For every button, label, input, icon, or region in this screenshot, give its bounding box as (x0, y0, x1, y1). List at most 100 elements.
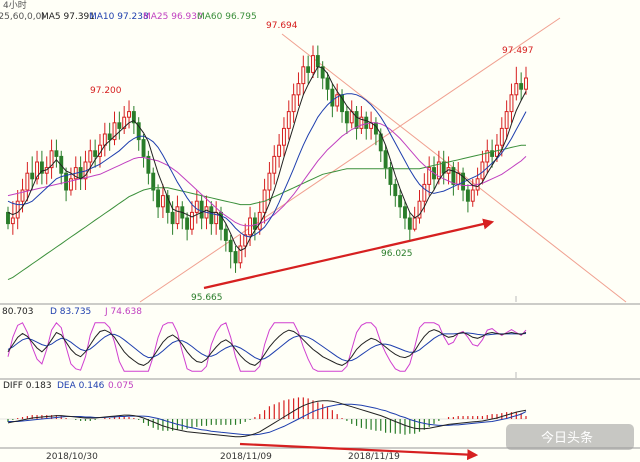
candle-body (277, 144, 282, 157)
candle-body (20, 189, 25, 202)
candle-body (509, 94, 514, 113)
x-date-2: 2018/11/09 (220, 452, 272, 462)
candle-body (35, 161, 39, 180)
macd-diff-line (7, 400, 527, 438)
candle-body (223, 228, 228, 241)
ma10-line (7, 93, 527, 238)
divergence-arrow-price (203, 218, 495, 290)
kdj-k-line (7, 329, 527, 366)
candle-body (49, 150, 54, 169)
candle-body (359, 116, 364, 129)
candle-body (499, 127, 504, 146)
candle-body (15, 200, 20, 219)
candle-body (286, 111, 291, 129)
candle-body (112, 122, 117, 141)
candle-body (30, 172, 35, 180)
candle-body (514, 83, 519, 96)
candle-body (301, 66, 306, 85)
x-date-3: 2018/11/19 (348, 452, 400, 462)
candle-body (403, 206, 407, 219)
candle-body (398, 195, 403, 208)
candle-body (417, 200, 422, 219)
candle-body (485, 150, 490, 163)
macd-hist-value: 0.075 (108, 381, 134, 391)
candle-body (330, 88, 335, 107)
candle-body (248, 217, 253, 236)
candle-body (335, 94, 340, 107)
candle-body (252, 217, 257, 230)
candle-body (160, 195, 165, 208)
watermark: 今日头条 (506, 424, 634, 450)
candle-body (354, 111, 359, 129)
candle-body (412, 217, 417, 230)
ma5-line (7, 66, 527, 252)
peak-label-3: 97.497 (502, 46, 534, 56)
candle-body (407, 217, 412, 230)
candle-body (39, 161, 44, 174)
candle-body (68, 178, 73, 191)
candle-body (194, 200, 199, 213)
ma60-line (7, 144, 526, 281)
candle-body (102, 133, 107, 146)
candle-body (190, 211, 194, 230)
candle-body (480, 161, 485, 180)
candle-body (228, 239, 233, 253)
candle-body (6, 211, 10, 225)
kdj-k-value: 80.703 (2, 307, 34, 317)
macd-diff-value: DIFF 0.183 (3, 381, 52, 391)
kdj-d-line (7, 332, 527, 362)
candle-body (470, 189, 475, 202)
ma-params: (5,10,25,60,0,0) (0, 12, 45, 22)
candle-body (504, 111, 509, 129)
candle-body (199, 200, 204, 219)
candle-body (364, 116, 369, 129)
candle-body (281, 127, 286, 146)
peak-label-2: 97.694 (266, 21, 298, 31)
candle-body (422, 183, 427, 202)
candle-body (93, 150, 98, 157)
candle-body (10, 217, 15, 225)
ma10-value: MA10 97.238 (89, 12, 149, 22)
divergence-arrow-macd (239, 442, 479, 461)
candle-body (88, 150, 93, 163)
period-label: 4小时 (3, 0, 27, 11)
macd-dea-value: DEA 0.146 (57, 381, 105, 391)
candle-body (165, 195, 170, 213)
candle-body (267, 172, 272, 191)
candle-body (272, 155, 277, 174)
candle-body (315, 55, 320, 68)
candle-body (209, 206, 214, 225)
candle-body (456, 172, 461, 185)
candle-body (175, 206, 180, 225)
price-header: 4小时 (5,10,25,60,0,0) MA5 97.391 MA10 97.… (0, 0, 257, 22)
candle-body (151, 172, 156, 191)
watermark-text: 今日头条 (541, 430, 593, 446)
macd-histogram (7, 397, 527, 435)
kdj-j-value: J 74.638 (104, 307, 142, 317)
candle-body (136, 122, 141, 141)
candle-body (393, 183, 398, 197)
macd-dea-line (8, 403, 527, 436)
ma25-value: MA25 96.930 (143, 12, 203, 22)
candle-body (185, 217, 190, 230)
candle-body (325, 77, 330, 90)
candle-body (436, 161, 441, 180)
trend-line-up (139, 17, 561, 303)
candle-body (320, 66, 325, 79)
candle-body (238, 245, 243, 264)
candle-body (156, 189, 161, 208)
x-date-1: 2018/10/30 (46, 452, 98, 462)
candle-body (146, 155, 151, 174)
candle-body (243, 234, 248, 247)
candle-body (311, 55, 315, 73)
candle-body (117, 122, 122, 129)
candle-body (519, 83, 524, 90)
candle-body (388, 167, 393, 185)
candle-body (122, 116, 127, 129)
candle-body (54, 150, 59, 157)
ma5-value: MA5 97.391 (41, 12, 95, 22)
kdj-d-value: D 83.735 (50, 307, 91, 317)
candle-body (25, 172, 30, 191)
peak-label-1: 97.200 (90, 86, 122, 96)
